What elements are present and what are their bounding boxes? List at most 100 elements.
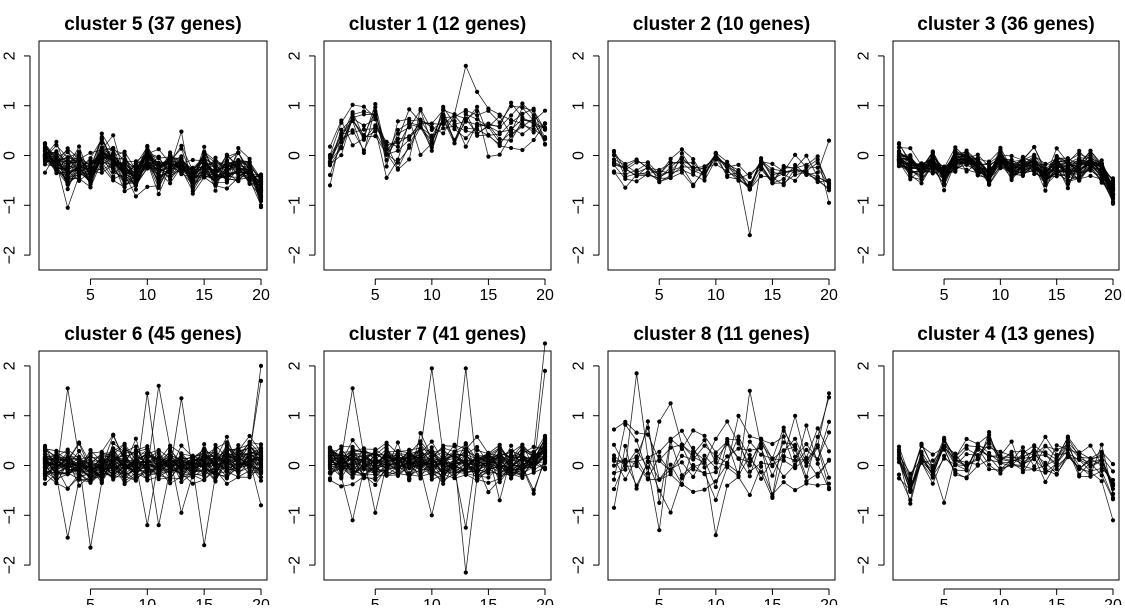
gene-data-point xyxy=(520,105,525,110)
gene-data-point xyxy=(645,173,651,178)
gene-data-point xyxy=(213,170,218,175)
gene-data-point xyxy=(418,458,423,463)
gene-data-point xyxy=(441,131,446,136)
gene-data-point xyxy=(190,182,195,187)
gene-data-point xyxy=(531,116,536,121)
gene-data-point xyxy=(350,468,355,473)
gene-data-point xyxy=(190,186,195,191)
gene-data-point xyxy=(133,444,138,449)
x-tick-label: 10 xyxy=(423,287,441,304)
gene-data-point xyxy=(179,146,184,151)
x-tick-label: 10 xyxy=(138,597,156,605)
gene-data-point xyxy=(1054,471,1059,476)
gene-data-point xyxy=(679,453,685,458)
gene-data-point xyxy=(987,430,992,435)
gene-data-point xyxy=(145,444,150,449)
gene-data-point xyxy=(145,184,150,189)
gene-data-point xyxy=(77,178,82,183)
gene-data-point xyxy=(99,480,104,486)
gene-data-point xyxy=(1099,458,1104,463)
gene-data-point xyxy=(475,117,480,122)
gene-data-point xyxy=(475,131,480,136)
gene-data-point xyxy=(77,155,82,160)
y-tick-label: 0 xyxy=(856,461,873,470)
y-tick-label: 2 xyxy=(2,51,19,60)
gene-data-point xyxy=(111,156,116,161)
gene-data-point xyxy=(350,102,355,107)
gene-data-point xyxy=(486,475,491,480)
gene-data-point xyxy=(236,443,241,448)
gene-data-point xyxy=(896,449,902,454)
gene-data-point xyxy=(1110,497,1116,502)
gene-data-point xyxy=(418,471,423,476)
x-axis: 5 10 15 20 xyxy=(940,278,1122,304)
gene-data-point xyxy=(657,179,662,184)
gene-data-point xyxy=(339,146,344,151)
gene-data-point xyxy=(497,140,502,145)
gene-data-point xyxy=(747,434,752,439)
gene-data-point xyxy=(224,158,229,163)
gene-data-point xyxy=(804,172,809,177)
gene-data-point xyxy=(930,157,935,163)
gene-data-point xyxy=(815,165,820,170)
gene-data-point xyxy=(770,179,775,184)
gene-data-point xyxy=(542,467,548,472)
gene-data-point xyxy=(224,462,229,467)
gene-data-point xyxy=(759,156,764,161)
gene-data-point xyxy=(361,127,366,132)
gene-data-point xyxy=(441,122,446,127)
cluster-panel: cluster 8 (11 genes) 5 10 15 20 −2 −1 0 1 2 xyxy=(571,324,839,610)
gene-data-point xyxy=(168,159,173,164)
gene-data-point xyxy=(452,476,457,481)
gene-data-point xyxy=(247,173,252,178)
gene-data-point xyxy=(77,483,82,488)
y-tick-label: 1 xyxy=(287,411,304,420)
gene-data-point xyxy=(202,167,207,172)
gene-data-point xyxy=(497,114,502,119)
gene-data-point xyxy=(1043,175,1048,180)
gene-data-point xyxy=(42,170,48,175)
gene-data-point xyxy=(1054,167,1059,172)
gene-data-point xyxy=(1009,463,1014,468)
gene-data-point xyxy=(725,483,730,488)
gene-data-point xyxy=(179,443,184,448)
gene-data-point xyxy=(691,428,696,433)
gene-data-point xyxy=(88,167,93,172)
gene-data-point xyxy=(908,489,913,494)
gene-data-point xyxy=(1009,153,1014,159)
gene-data-point xyxy=(463,128,468,133)
gene-data-point xyxy=(384,440,389,445)
gene-data-point xyxy=(793,167,798,172)
gene-data-point xyxy=(202,465,207,470)
gene-data-point xyxy=(168,468,173,473)
gene-data-point xyxy=(520,474,525,479)
gene-data-point xyxy=(111,474,116,479)
gene-data-point xyxy=(942,456,947,461)
gene-data-point xyxy=(156,147,161,152)
gene-data-point xyxy=(668,165,673,170)
gene-data-point xyxy=(179,510,184,515)
gene-data-point xyxy=(657,458,662,463)
gene-data-point xyxy=(145,155,150,160)
gene-data-point xyxy=(942,172,947,177)
gene-data-point xyxy=(964,443,969,448)
gene-data-point xyxy=(896,472,902,477)
gene-data-point xyxy=(339,120,344,125)
y-tick-label: 2 xyxy=(571,361,588,370)
gene-data-point xyxy=(133,162,138,167)
gene-data-point xyxy=(509,100,514,105)
gene-data-point xyxy=(781,177,786,182)
gene-data-point xyxy=(826,395,832,400)
gene-data-point xyxy=(190,177,195,182)
x-tick-label: 15 xyxy=(764,287,782,304)
gene-data-point xyxy=(1110,477,1116,483)
gene-data-point xyxy=(1020,470,1025,475)
gene-data-point xyxy=(77,455,82,460)
gene-data-point xyxy=(531,121,536,126)
gene-data-point xyxy=(429,145,434,150)
gene-data-point xyxy=(361,446,366,451)
gene-data-point xyxy=(1009,439,1014,444)
gene-data-point xyxy=(395,462,400,467)
y-axis: −2 −1 0 1 2 xyxy=(571,361,600,574)
gene-data-point xyxy=(781,458,786,463)
